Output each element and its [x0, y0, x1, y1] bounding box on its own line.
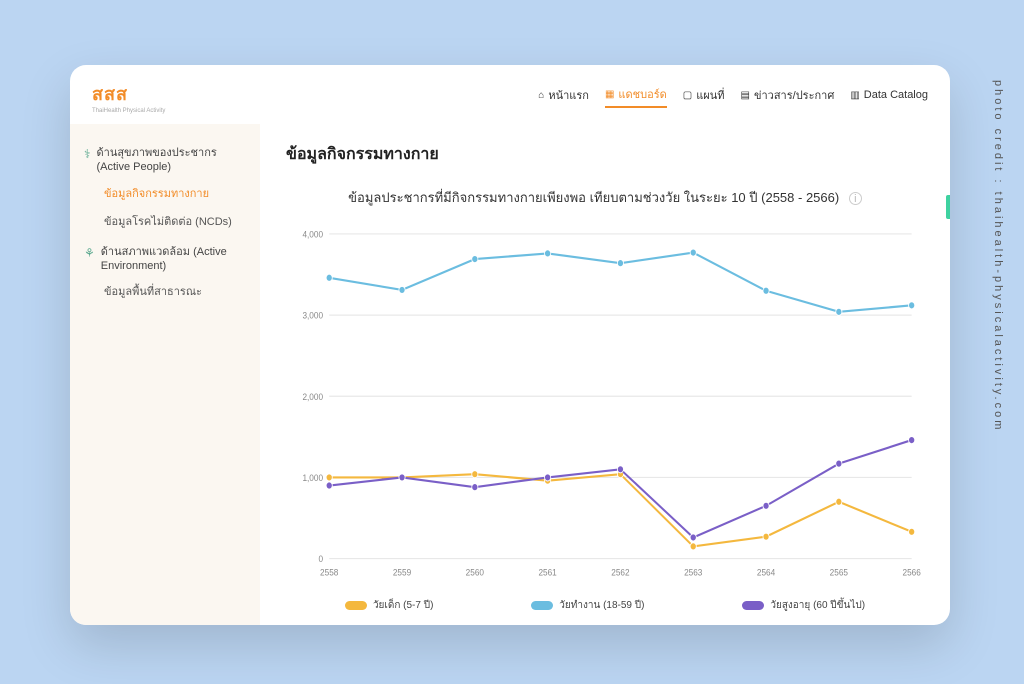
page-title: ข้อมูลกิจกรรมทางกาย [286, 142, 924, 167]
svg-text:2560: 2560 [466, 567, 484, 578]
svg-text:4,000: 4,000 [302, 229, 323, 240]
app-window: สสส ThaiHealth Physical Activity ⌂ หน้าแร… [70, 65, 950, 625]
svg-text:2559: 2559 [393, 567, 411, 578]
sidebar-item[interactable]: ข้อมูลโรคไม่ติดต่อ (NCDs) [84, 207, 246, 235]
nav-icon: ▤ [741, 90, 750, 101]
nav-label: ข่าวสาร/ประกาศ [754, 86, 834, 104]
nav-label: แผนที่ [696, 86, 724, 104]
sidebar: ⚕ ด้านสุขภาพของประชากร (Active People) ข้อ… [70, 124, 260, 625]
chart-legend: วัยเด็ก (5-7 ปี) วัยทำงาน (18-59 ปี) วัยสู… [286, 592, 924, 613]
nav-item-3[interactable]: ▤ ข่าวสาร/ประกาศ [741, 86, 835, 107]
nav-icon: ▥ [850, 90, 859, 101]
sidebar-group-0: ⚕ ด้านสุขภาพของประชากร (Active People) ข้อ… [84, 142, 246, 235]
legend-label: วัยสูงอายุ (60 ปีขึ้นไป) [770, 598, 865, 613]
chart-title-text: ข้อมูลประชากรที่มีกิจกรรมทางกายเพียงพอ เ… [348, 190, 839, 205]
legend-item-0[interactable]: วัยเด็ก (5-7 ปี) [345, 598, 433, 613]
body: ⚕ ด้านสุขภาพของประชากร (Active People) ข้อ… [70, 124, 950, 625]
svg-text:2562: 2562 [611, 567, 629, 578]
info-icon[interactable]: i [849, 192, 862, 205]
svg-text:1,000: 1,000 [302, 472, 323, 483]
legend-swatch [531, 601, 553, 610]
main-content: ข้อมูลกิจกรรมทางกาย ข้อมูลประชากรที่มีกิ… [260, 124, 950, 625]
legend-label: วัยเด็ก (5-7 ปี) [373, 598, 433, 613]
nav-item-0[interactable]: ⌂ หน้าแรก [538, 86, 589, 107]
chart-title: ข้อมูลประชากรที่มีกิจกรรมทางกายเพียงพอ เ… [286, 187, 924, 208]
svg-text:2561: 2561 [538, 567, 556, 578]
line-chart: 0 1,000 2,000 3,000 4,000 2558 2559 2560 2561 256… [286, 222, 924, 592]
nav-label: หน้าแรก [548, 86, 589, 104]
nav-item-1[interactable]: ▦ แดชบอร์ด [605, 85, 667, 108]
sidebar-heading[interactable]: ⚕ ด้านสุขภาพของประชากร (Active People) [84, 142, 246, 179]
nav-label: Data Catalog [864, 89, 928, 101]
sidebar-group-icon: ⚕ [84, 147, 91, 163]
sidebar-heading-label: ด้านสุขภาพของประชากร (Active People) [97, 146, 247, 175]
logo-subtext: ThaiHealth Physical Activity [92, 108, 165, 114]
top-nav: ⌂ หน้าแรก ▦ แดชบอร์ด ▢ แผนที่ ▤ ข่าวสาร/ประกาศ ▥… [538, 85, 928, 108]
sidebar-group-1: ⚘ ด้านสภาพแวดล้อม (Active Environment) ข้อ… [84, 241, 246, 306]
svg-text:2558: 2558 [320, 567, 338, 578]
legend-label: วัยทำงาน (18-59 ปี) [559, 598, 644, 613]
svg-text:2564: 2564 [757, 567, 775, 578]
sidebar-item[interactable]: ข้อมูลพื้นที่สาธารณะ [84, 277, 246, 305]
svg-text:2563: 2563 [684, 567, 702, 578]
logo[interactable]: สสส ThaiHealth Physical Activity [92, 79, 165, 114]
legend-swatch [345, 601, 367, 610]
logo-text: สสส [92, 79, 128, 108]
legend-item-2[interactable]: วัยสูงอายุ (60 ปีขึ้นไป) [742, 598, 865, 613]
nav-label: แดชบอร์ด [618, 85, 666, 103]
sidebar-heading-label: ด้านสภาพแวดล้อม (Active Environment) [101, 245, 246, 274]
legend-item-1[interactable]: วัยทำงาน (18-59 ปี) [531, 598, 644, 613]
nav-item-2[interactable]: ▢ แผนที่ [683, 86, 725, 107]
nav-icon: ⌂ [538, 90, 544, 101]
svg-text:2566: 2566 [902, 567, 920, 578]
legend-swatch [742, 601, 764, 610]
nav-icon: ▦ [605, 89, 614, 100]
sidebar-heading[interactable]: ⚘ ด้านสภาพแวดล้อม (Active Environment) [84, 241, 246, 278]
nav-item-4[interactable]: ▥ Data Catalog [850, 89, 928, 104]
svg-text:0: 0 [318, 554, 323, 565]
header: สสส ThaiHealth Physical Activity ⌂ หน้าแร… [70, 65, 950, 124]
sidebar-group-icon: ⚘ [84, 246, 95, 262]
nav-icon: ▢ [683, 90, 692, 101]
sidebar-item[interactable]: ข้อมูลกิจกรรมทางกาย [84, 179, 246, 207]
chart-area: 0 1,000 2,000 3,000 4,000 2558 2559 2560 2561 256… [286, 222, 924, 592]
svg-text:2,000: 2,000 [302, 391, 323, 402]
photo-credit: photo credit : thaihealth-physicalactivi… [992, 80, 1004, 432]
svg-text:3,000: 3,000 [302, 310, 323, 321]
svg-text:2565: 2565 [830, 567, 848, 578]
